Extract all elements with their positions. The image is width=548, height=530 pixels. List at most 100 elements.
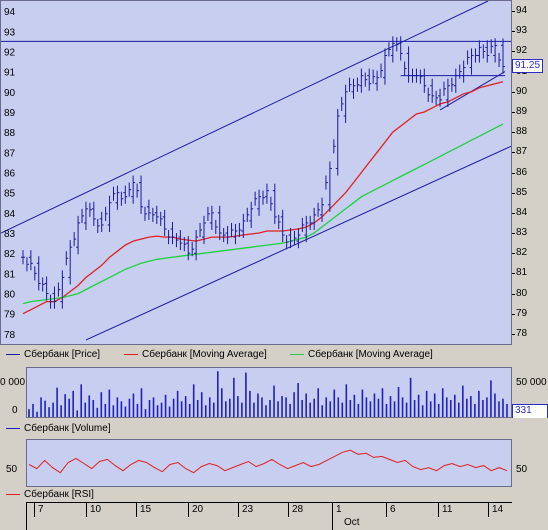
price-bar <box>469 48 474 75</box>
rsi-line <box>28 449 508 474</box>
date-tick-label: 15 <box>140 504 152 515</box>
price-bar <box>175 233 179 248</box>
price-bar <box>445 78 450 107</box>
volume-y-axis-right: 50 000 <box>512 367 548 418</box>
price-bar <box>73 232 77 247</box>
price-bar <box>262 190 265 205</box>
price-y-tick-mark <box>512 253 515 255</box>
price-y-tick-mark <box>512 212 515 214</box>
price-bar <box>485 40 490 63</box>
rsi-chart-pane[interactable] <box>26 439 512 487</box>
legend-price-swatch <box>6 354 20 355</box>
price-bar <box>68 240 73 285</box>
price-y-tick-label-left: 86 <box>4 169 16 180</box>
price-bar <box>367 68 372 91</box>
price-bar <box>280 209 285 243</box>
date-tick-label: 1 <box>336 504 342 515</box>
price-bar <box>146 199 151 220</box>
price-bar <box>293 231 297 246</box>
price-chart-svg: 94 93 92 91 90 89 88 87 86 85 84 83 82 81 80 79 78 <box>1 1 511 341</box>
rsi-legend-strip: Сбербанк [RSI] <box>0 487 548 502</box>
price-y-tick-label: 84 <box>516 206 528 218</box>
price-bar <box>422 68 427 93</box>
price-bar <box>396 37 399 52</box>
price-bar <box>419 69 423 84</box>
price-y-tick-label-left: 83 <box>4 229 16 240</box>
price-y-tick-mark <box>512 31 515 33</box>
price-bar <box>272 183 277 224</box>
price-bar <box>451 77 454 92</box>
price-bar <box>123 185 128 204</box>
price-bar <box>380 63 384 78</box>
price-y-tick-label-left: 88 <box>4 128 16 139</box>
price-bar <box>115 185 120 210</box>
price-y-tick-mark <box>512 11 515 13</box>
price-bar <box>359 68 364 93</box>
date-tick-label: 11 <box>442 504 453 515</box>
price-bar <box>438 88 443 107</box>
volume-chart-pane[interactable] <box>26 367 512 418</box>
price-bar <box>264 183 269 204</box>
price-y-tick-label: 88 <box>516 126 528 138</box>
price-y-tick-mark <box>512 111 515 113</box>
price-y-tick-mark <box>512 293 515 295</box>
rsi-y-axis-left: 50 <box>0 439 26 487</box>
price-bar <box>304 215 309 243</box>
price-y-tick-label: 81 <box>516 267 528 279</box>
price-bar <box>83 201 88 231</box>
price-bar <box>341 96 344 111</box>
volume-chart-svg <box>28 371 508 417</box>
price-bar <box>215 219 218 235</box>
price-bar <box>194 230 199 261</box>
price-y-tick-label-left: 90 <box>4 88 16 99</box>
price-y-tick-label: 83 <box>516 227 528 239</box>
price-y-tick-label: 87 <box>516 146 528 158</box>
price-bar <box>501 38 505 74</box>
price-bar <box>254 191 258 206</box>
legend-ma1-swatch <box>124 354 138 355</box>
price-y-tick-label: 92 <box>516 45 528 57</box>
price-bar <box>207 206 210 221</box>
date-tick-mark <box>438 503 439 517</box>
price-bar <box>65 251 69 266</box>
price-bar <box>443 81 446 96</box>
price-bar <box>461 60 466 83</box>
rsi-y-tick-label: 50 <box>6 463 18 475</box>
price-bar <box>482 44 486 59</box>
price-chart-pane[interactable]: 94 93 92 91 90 89 88 87 86 85 84 83 82 81 80 79 78 <box>0 0 512 345</box>
price-bar <box>309 215 313 231</box>
price-bar <box>168 230 171 245</box>
price-bar <box>351 78 356 99</box>
price-bar <box>375 70 380 91</box>
price-bar <box>333 139 336 154</box>
price-bar <box>238 222 242 238</box>
date-axis-start <box>26 503 27 530</box>
price-bar <box>44 276 49 301</box>
price-bar <box>493 38 498 63</box>
date-tick-label: 28 <box>292 504 304 515</box>
price-bar <box>112 186 116 201</box>
price-bar <box>183 237 187 252</box>
price-bar <box>453 68 458 93</box>
price-y-tick-mark <box>512 91 515 93</box>
price-bar <box>144 206 147 221</box>
price-y-tick-label-left: 85 <box>4 189 16 200</box>
price-y-tick-label-left: 84 <box>4 209 16 220</box>
date-tick-label: 7 <box>38 504 44 515</box>
price-y-tick-label: 78 <box>516 327 528 339</box>
price-legend-strip: Сбербанк [Price] Сбербанк [Moving Averag… <box>0 345 548 365</box>
price-bar <box>301 217 305 233</box>
price-bar <box>162 209 167 237</box>
date-tick-label: 10 <box>90 504 102 515</box>
rsi-y-axis-right: 50 <box>512 439 548 487</box>
price-bar <box>154 205 159 224</box>
price-bar <box>477 40 482 63</box>
date-tick-mark <box>188 503 189 517</box>
price-y-tick-label: 94 <box>516 5 528 17</box>
rsi-y-tick-label: 50 <box>516 463 528 475</box>
price-y-tick-label: 80 <box>516 287 528 299</box>
price-bar <box>152 207 155 222</box>
price-bar <box>60 270 65 309</box>
price-bar <box>223 227 226 243</box>
price-y-tick-label: 90 <box>516 85 528 97</box>
